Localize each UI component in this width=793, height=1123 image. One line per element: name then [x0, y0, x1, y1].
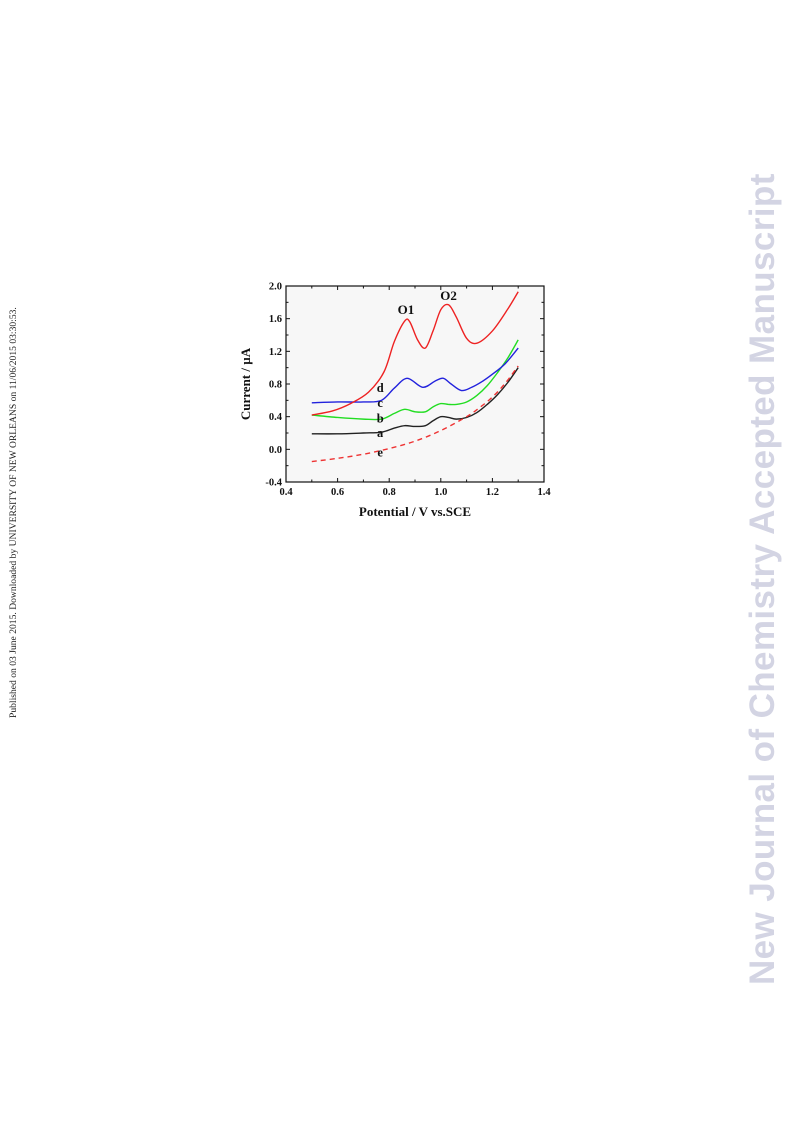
x-tick-label: 0.4	[279, 487, 293, 498]
series-line-c	[311, 347, 519, 404]
series-line-e	[311, 365, 519, 463]
y-tick-label: -0.4	[265, 478, 282, 489]
x-tick-label: 0.6	[331, 487, 344, 498]
peak-label-o1: O1	[398, 302, 415, 317]
y-axis-title: Current / µA	[238, 347, 253, 420]
y-tick-label: 2.0	[269, 282, 282, 293]
x-tick-label: 1.0	[434, 487, 447, 498]
y-tick-label: 0.4	[269, 412, 283, 423]
y-tick-label: 0.8	[269, 380, 282, 391]
x-tick-label: 1.2	[486, 487, 499, 498]
y-tick-label: 1.2	[269, 347, 282, 358]
x-axis-title: Potential / V vs.SCE	[359, 504, 471, 519]
peak-label-o2: O2	[440, 288, 457, 303]
plot-area	[286, 286, 544, 482]
y-tick-label: 0.0	[269, 445, 282, 456]
publication-note: Published on 03 June 2015. Downloaded by…	[8, 307, 19, 718]
journal-watermark: New Journal of Chemistry Accepted Manusc…	[743, 173, 782, 985]
x-tick-label: 1.4	[537, 487, 551, 498]
x-tick-label: 0.8	[383, 487, 396, 498]
series-label-d: d	[377, 381, 384, 395]
series-line-d	[311, 291, 519, 416]
voltammogram-figure: a b c d e O1 O2 0.4 0.6 0.8 1.0 1.2 1.4 -0.4 0.0 0.4 0.8…	[236, 276, 552, 520]
series-label-a: a	[377, 426, 384, 440]
series-line-b	[311, 339, 519, 421]
series-line-a	[311, 367, 519, 435]
y-tick-label: 1.6	[269, 314, 282, 325]
series-label-c: c	[377, 396, 383, 410]
series-label-b: b	[377, 411, 384, 425]
series-label-e: e	[377, 446, 383, 460]
